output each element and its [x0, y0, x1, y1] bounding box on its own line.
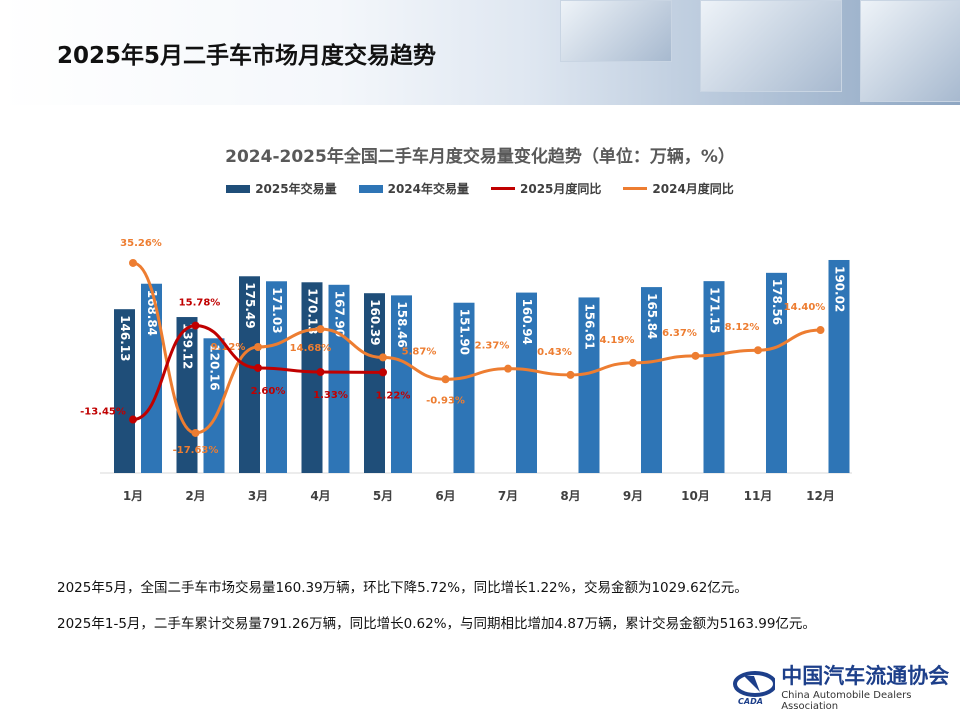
bar [364, 293, 385, 473]
bar [578, 297, 600, 473]
line-data-label: 1.33% [313, 390, 348, 401]
line-point [441, 375, 450, 384]
bar [703, 281, 725, 473]
line-data-label: 35.26% [120, 238, 162, 249]
bar [641, 287, 662, 473]
bar-data-label: 178.56 [770, 279, 784, 325]
cada-logo: CADA 中国汽车流通协会 China Automobile Dealers A… [732, 660, 960, 712]
x-tick-label: 1月 [123, 489, 143, 503]
bar [766, 272, 787, 473]
line-data-label: 4.19% [600, 335, 635, 346]
line-data-label: 15.78% [179, 298, 221, 309]
x-tick-label: 10月 [681, 489, 710, 503]
logo-cn: 中国汽车流通协会 [781, 663, 950, 688]
line-data-label: 2.60% [251, 386, 286, 397]
line-point [504, 364, 512, 373]
chart-legend: 2025年交易量 2024年交易量 2025月度同比 2024月度同比 [0, 180, 960, 197]
line-data-label: 0.43% [537, 347, 572, 358]
bar [239, 276, 260, 473]
line-point [191, 321, 200, 330]
legend-item: 2024月度同比 [623, 180, 734, 197]
bar-data-label: 171.15 [708, 287, 722, 333]
line-data-label: 1.22% [376, 390, 411, 401]
bar-data-label: 139.12 [181, 323, 195, 369]
x-tick-label: 4月 [310, 489, 330, 503]
line-data-label: -17.63% [173, 445, 219, 456]
line-point [754, 346, 762, 355]
line-data-label: -13.45% [80, 407, 126, 418]
header-banner [0, 0, 960, 105]
bar-data-label: 167.90 [333, 291, 347, 337]
line-point [129, 258, 137, 267]
page-title: 2025年5月二手车市场月度交易趋势 [57, 43, 437, 69]
bar [516, 292, 537, 473]
chart-title: 2024-2025年全国二手车月度交易量变化趋势（单位：万辆，%） [225, 147, 735, 167]
cada-logo-mark: CADA [733, 671, 776, 706]
line-series [132, 324, 384, 422]
bar [391, 295, 412, 473]
decor-cube [560, 0, 672, 62]
line-point [629, 358, 637, 367]
x-tick-label: 9月 [623, 489, 643, 503]
legend-item: 2024年交易量 [358, 180, 469, 197]
line-point [129, 415, 137, 424]
line-data-label: 5.87% [402, 346, 437, 357]
bar-data-label: 175.49 [243, 282, 257, 328]
legend-label: 2025年交易量 [255, 182, 337, 196]
x-tick-label: 8月 [560, 489, 580, 503]
line-point [254, 363, 262, 372]
bar [828, 259, 850, 473]
line-data-label: 8.12% [725, 322, 760, 333]
bar-data-label: 160.94 [520, 299, 534, 345]
x-tick-label: 6月 [435, 489, 455, 503]
line-point [316, 368, 325, 377]
bar-data-label: 165.84 [645, 293, 659, 339]
bar-data-label: 170.13 [306, 288, 320, 334]
bar-data-label: 171.03 [270, 287, 284, 333]
line-data-label: 14.68% [290, 343, 332, 354]
decor-cube [860, 0, 960, 102]
note-1: 2025年5月，全国二手车市场交易量160.39万辆，环比下降5.72%，同比增… [57, 580, 748, 596]
line-point [379, 368, 387, 377]
line-data-label: -0.93% [426, 395, 465, 406]
legend-item: 2025月度同比 [491, 180, 601, 197]
x-tick-label: 2月 [185, 489, 205, 503]
x-tick-label: 7月 [498, 489, 518, 503]
line-data-label: 2.37% [475, 341, 510, 352]
line-data-label: 6.37% [662, 328, 697, 339]
bar [453, 302, 475, 473]
bar-data-label: 190.02 [833, 266, 847, 312]
chart-plot: 1月 2月 3月 4月 5月 6月 7月 8月 9月 10月 11月 12月 146.13 139.12 1… [80, 238, 852, 503]
x-tick-label: 5月 [373, 489, 393, 503]
legend-label: 2025月度同比 [520, 182, 602, 196]
line-point [691, 351, 700, 360]
x-tick-label: 11月 [744, 489, 773, 503]
legend-label: 2024年交易量 [387, 182, 469, 196]
bar-data-label: 146.13 [118, 315, 132, 361]
bar-data-label: 120.16 [208, 344, 222, 390]
svg-text:CADA: CADA [738, 697, 763, 706]
bar [114, 309, 135, 473]
x-tick-label: 3月 [248, 489, 268, 503]
bar-data-label: 158.46 [395, 301, 409, 347]
x-tick-label: 12月 [806, 489, 835, 503]
bar-data-label: 156.61 [583, 303, 597, 349]
line-point [379, 353, 387, 362]
logo-en: China Automobile Dealers Association [781, 690, 912, 712]
line-point [566, 370, 575, 379]
bar [266, 281, 287, 473]
line-point [191, 428, 200, 437]
bar [141, 283, 162, 473]
legend-item: 2025年交易量 [226, 180, 337, 197]
decor-cube [700, 0, 842, 92]
line-data-label: 14.40% [784, 302, 826, 313]
note-2: 2025年1-5月，二手车累计交易量791.26万辆，同比增长0.62%，与同期… [57, 616, 816, 632]
bar-data-label: 160.39 [368, 299, 382, 345]
line-point [254, 342, 262, 351]
line-point [316, 325, 325, 334]
legend-label: 2024月度同比 [652, 182, 734, 196]
bar-data-label: 151.90 [458, 309, 472, 355]
bar [203, 338, 225, 473]
line-point [816, 326, 825, 335]
